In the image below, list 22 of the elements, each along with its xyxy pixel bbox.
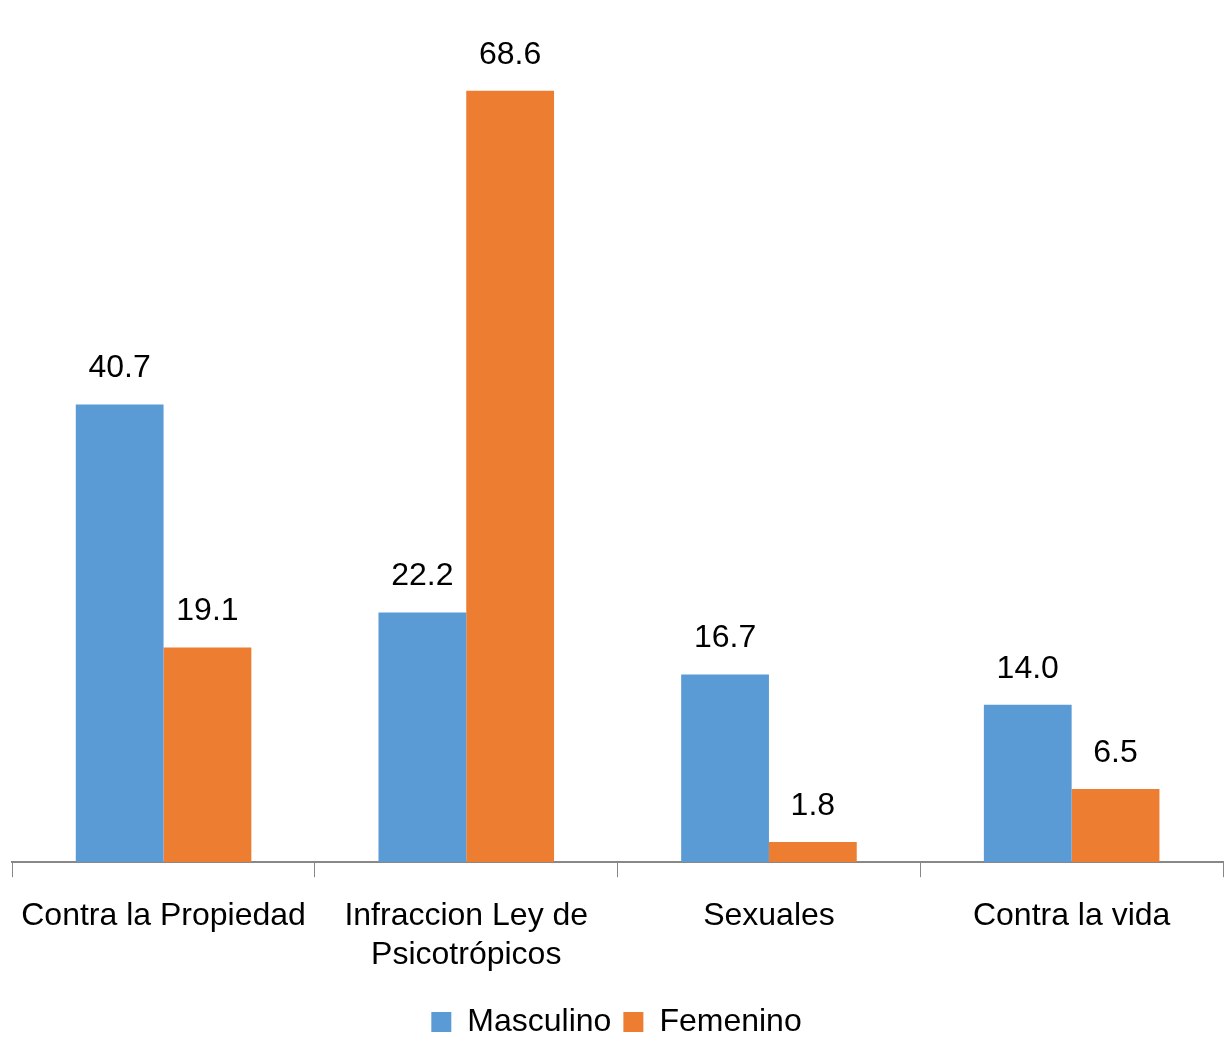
x-tick-label: Sexuales [703,896,835,933]
bar [466,90,555,863]
bar [983,704,1072,863]
data-label: 40.7 [88,348,151,385]
bar [681,674,769,863]
legend-label: Femenino [659,1001,802,1038]
data-label: 1.8 [790,785,836,822]
x-tick-label: Infraccion Ley de Psicotrópicos [344,896,589,971]
data-label: 14.0 [996,648,1059,685]
bar [163,647,252,863]
legend-label: Masculino [467,1001,612,1038]
bar [1071,789,1160,863]
bar [768,841,857,863]
data-label: 68.6 [479,34,542,71]
data-label: 22.2 [391,556,454,593]
x-tick-label: Contra la vida [972,896,1171,933]
x-tick-label: Contra la Propiedad [21,896,306,933]
data-label: 16.7 [693,618,757,655]
data-label: 19.1 [176,591,239,628]
bar [75,404,164,863]
data-label: 6.5 [1093,732,1138,769]
bar [378,612,467,863]
